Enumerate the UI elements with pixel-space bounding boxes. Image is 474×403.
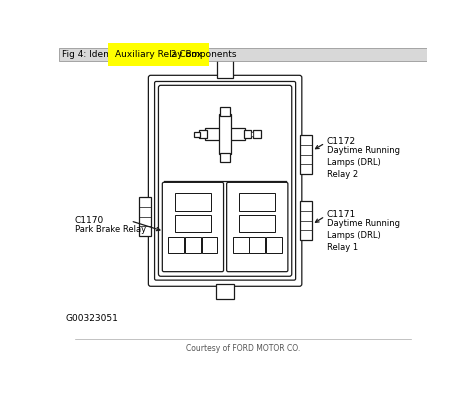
Bar	[216, 284, 235, 299]
FancyBboxPatch shape	[158, 85, 292, 276]
Text: Courtesy of FORD MOTOR CO.: Courtesy of FORD MOTOR CO.	[186, 344, 300, 353]
Text: G00323051: G00323051	[65, 314, 118, 323]
Bar	[300, 135, 312, 174]
Bar	[185, 237, 201, 253]
Text: Auxiliary Relay Box: Auxiliary Relay Box	[115, 50, 202, 59]
Bar	[220, 106, 230, 116]
FancyBboxPatch shape	[227, 182, 288, 272]
Bar	[239, 193, 275, 210]
Bar	[300, 202, 312, 240]
Text: 2 Components: 2 Components	[168, 50, 237, 59]
Bar	[59, 48, 427, 61]
Text: Park Brake Relay: Park Brake Relay	[75, 225, 146, 234]
Text: C1171: C1171	[327, 210, 356, 219]
Text: Daytime Running
Lamps (DRL)
Relay 1: Daytime Running Lamps (DRL) Relay 1	[327, 219, 400, 252]
Bar	[266, 237, 282, 253]
Bar	[175, 215, 211, 233]
Text: C1170: C1170	[75, 216, 104, 225]
Text: C1172: C1172	[327, 137, 356, 146]
Text: Fig 4: Identifying: Fig 4: Identifying	[62, 50, 140, 59]
Bar	[218, 56, 233, 78]
FancyBboxPatch shape	[162, 182, 224, 272]
Text: Daytime Running
Lamps (DRL)
Relay 2: Daytime Running Lamps (DRL) Relay 2	[327, 146, 400, 179]
FancyBboxPatch shape	[155, 81, 296, 280]
Bar	[139, 197, 151, 236]
Bar	[249, 237, 265, 253]
Bar	[194, 132, 201, 137]
Bar	[199, 131, 207, 138]
Bar	[168, 237, 184, 253]
Bar	[219, 114, 231, 154]
Bar	[220, 153, 230, 162]
Bar	[239, 215, 275, 233]
Bar	[251, 132, 253, 136]
Bar	[201, 237, 218, 253]
Bar	[244, 131, 251, 138]
Bar	[205, 128, 245, 140]
Bar	[253, 131, 261, 138]
Bar	[175, 193, 211, 210]
Bar	[233, 237, 249, 253]
FancyBboxPatch shape	[148, 75, 302, 286]
